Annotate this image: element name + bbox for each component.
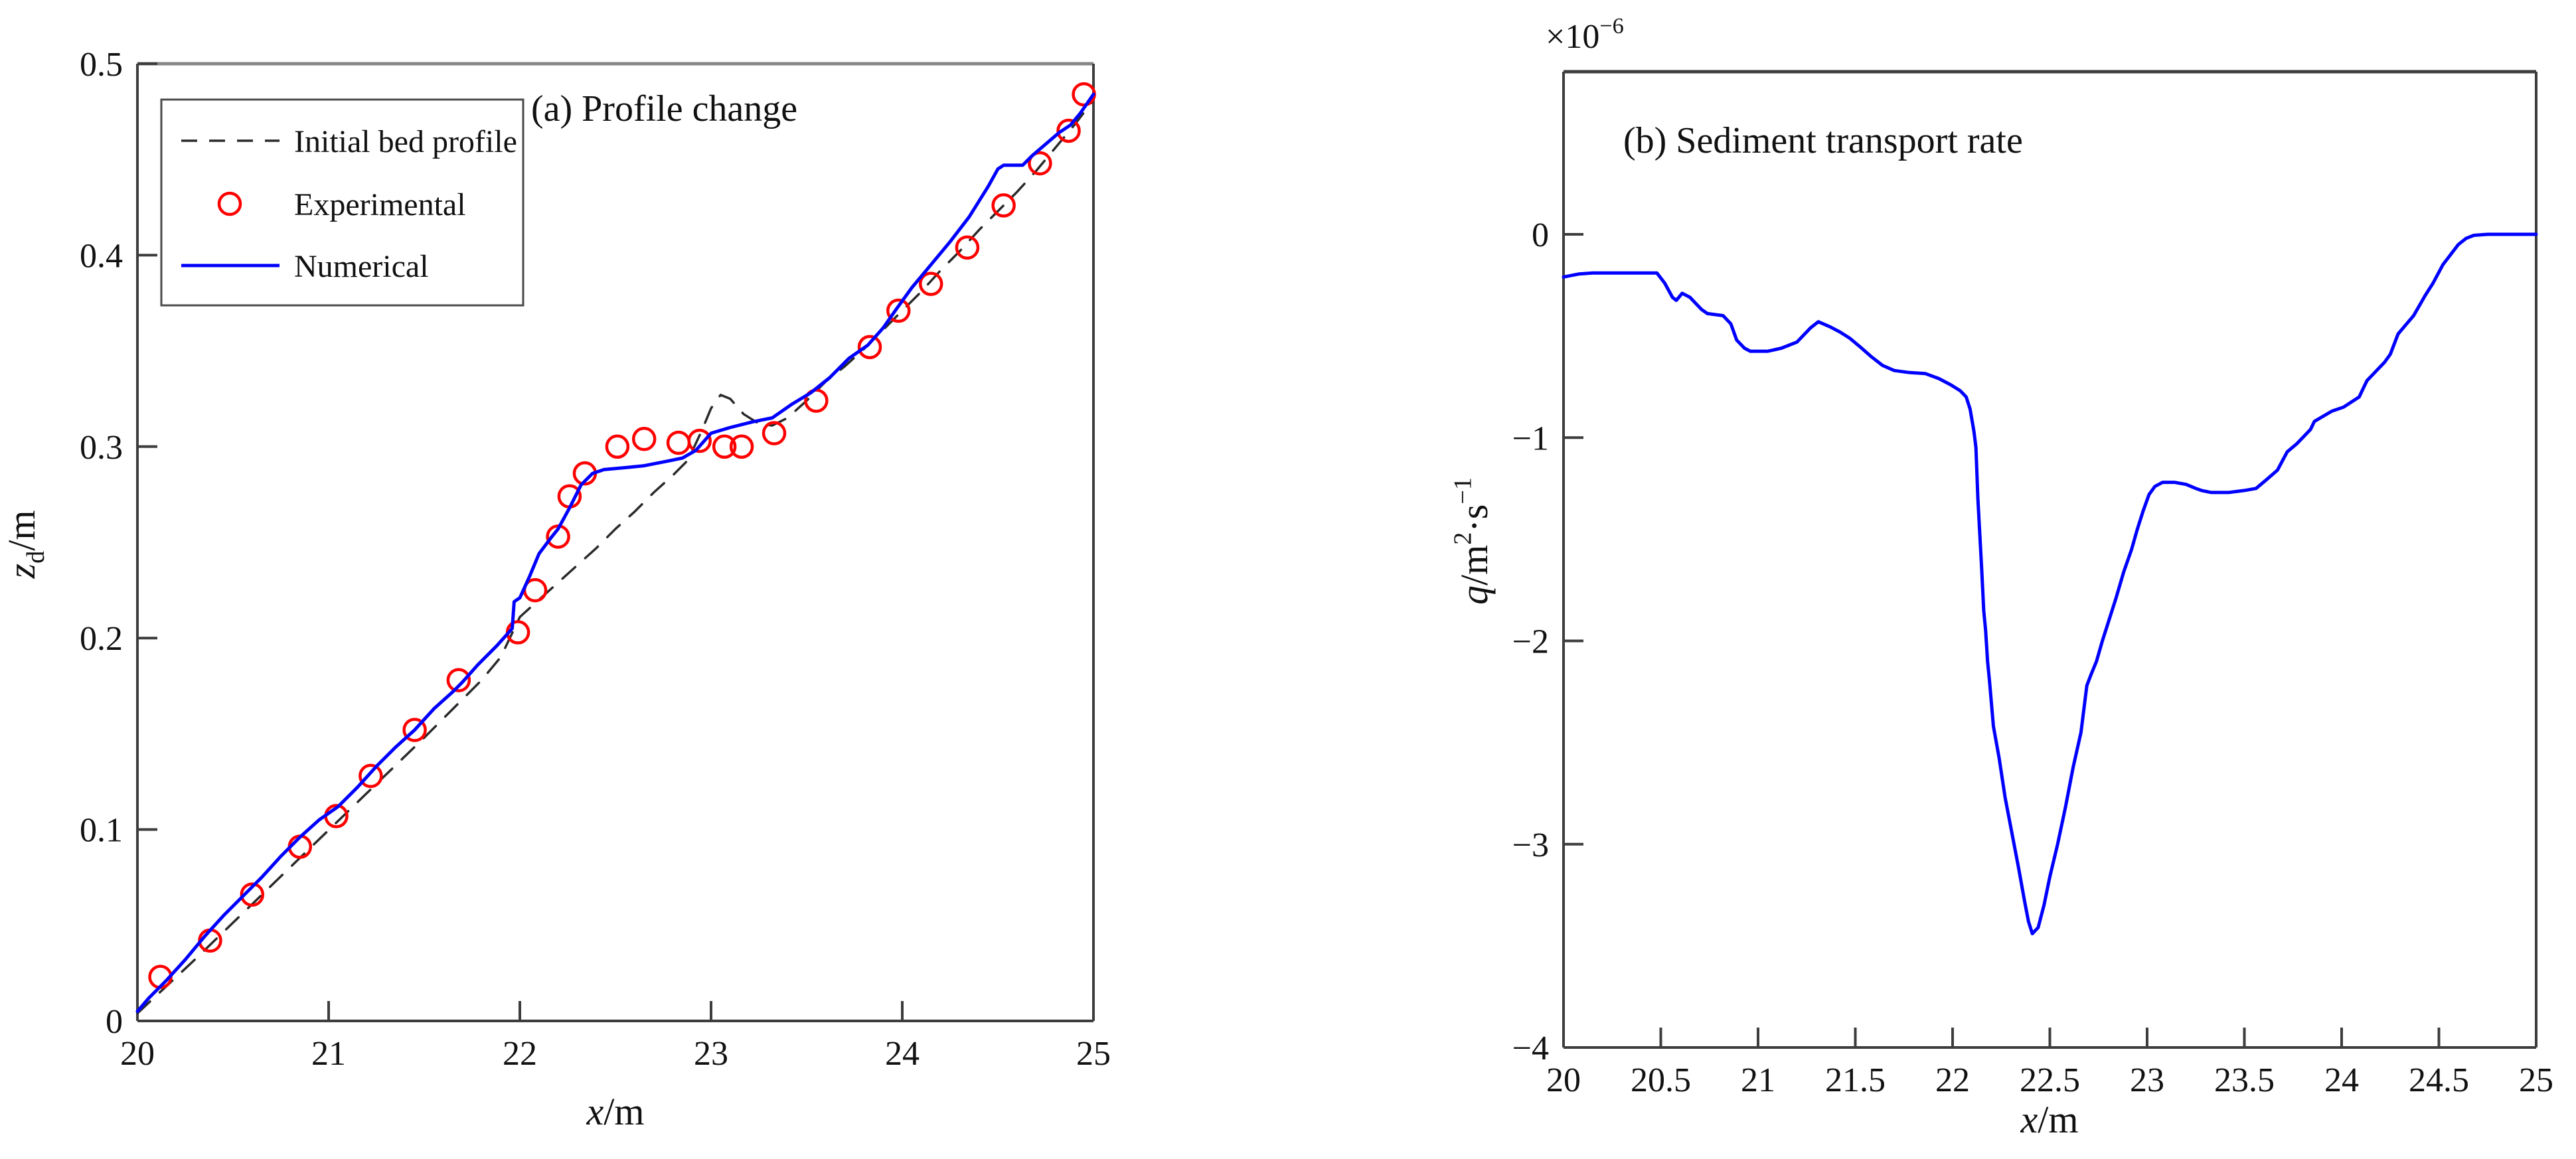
series-experimental-marker xyxy=(666,430,691,455)
y-tick-label: 0.2 xyxy=(80,620,123,658)
x-tick-label: 20.5 xyxy=(1631,1061,1691,1099)
x-tick-label: 24 xyxy=(2324,1061,2359,1099)
series-experimental-marker xyxy=(631,427,657,451)
series-experimental-marker xyxy=(729,434,754,459)
series-experimental-marker xyxy=(955,235,980,260)
chart-b-plot-area: 20 20.5 21 21.5 22 22.5 23 23.5 24 24.5 25 0 −1 −2 −3 −… xyxy=(1512,70,2553,1099)
x-tick-label: 20 xyxy=(1546,1061,1581,1099)
x-tick-label: 24.5 xyxy=(2409,1061,2469,1099)
chart-a-figure: 20 21 22 23 24 25 0 0.1 0.2 0.3 0.4 0.5 Initial bed … xyxy=(0,46,1111,1133)
legend-marker-circle xyxy=(217,191,242,216)
x-tick-label: 22 xyxy=(503,1035,537,1073)
chart-a-title: (a) Profile change xyxy=(531,88,797,129)
chart-b-title: (b) Sediment transport rate xyxy=(1623,120,2023,161)
chart-b-x-axis-label: x/m xyxy=(2020,1098,2079,1141)
x-tick-label: 21 xyxy=(311,1035,346,1073)
y-tick-label: −4 xyxy=(1512,1030,1549,1067)
chart-b-y-axis-label: q/m2·s−1 xyxy=(1449,477,1496,605)
legend-box xyxy=(160,98,524,307)
x-tick-label: 21.5 xyxy=(1825,1061,1886,1099)
x-tick-label: 22 xyxy=(1935,1061,1970,1099)
y-tick-label: 0.5 xyxy=(80,46,123,84)
series-experimental-marker xyxy=(687,428,712,453)
chart-a-plot-area: 20 21 22 23 24 25 0 0.1 0.2 0.3 0.4 0.5 Initial bed … xyxy=(80,46,1111,1073)
series-experimental-marker xyxy=(240,882,265,907)
series-sediment-transport-rate-line xyxy=(1562,232,2538,935)
series-experimental-marker xyxy=(712,434,737,459)
series-initial-bed-profile-line xyxy=(136,99,1095,1015)
x-tick-label: 25 xyxy=(1076,1035,1111,1073)
series-experimental-marker xyxy=(991,193,1016,218)
y-tick-label: −1 xyxy=(1512,420,1549,457)
series-experimental-marker xyxy=(402,718,427,742)
y-tick-label: 0.3 xyxy=(80,429,123,467)
x-tick-label: 22.5 xyxy=(2020,1061,2080,1099)
x-tick-label: 20 xyxy=(120,1035,155,1073)
x-tick-label: 23 xyxy=(694,1035,728,1073)
chart-a-y-axis-label: zd/m xyxy=(0,510,50,580)
x-tick-label: 25 xyxy=(2519,1061,2553,1099)
series-experimental-marker xyxy=(605,434,630,459)
chart-b-figure: 20 20.5 21 21.5 22 22.5 23 23.5 24 24.5 25 0 −1 −2 −3 −… xyxy=(1449,13,2553,1141)
legend-label: Experimental xyxy=(294,187,466,222)
series-experimental-marker xyxy=(359,763,383,789)
chart-b-axis-multiplier: ×10−6 xyxy=(1546,13,1624,56)
series-experimental-marker xyxy=(762,421,787,445)
series-numerical-line xyxy=(135,92,1095,1014)
legend-label: Initial bed profile xyxy=(294,124,517,159)
y-tick-label: 0.1 xyxy=(80,812,123,850)
y-tick-label: 0 xyxy=(1532,216,1549,254)
x-tick-label: 23 xyxy=(2130,1061,2164,1099)
series-experimental-marker xyxy=(446,668,471,692)
series-experimental-marker xyxy=(1072,82,1096,107)
series-experimental-marker xyxy=(857,335,882,360)
legend-label: Numerical xyxy=(294,249,429,284)
series-experimental-marker xyxy=(1056,118,1081,143)
y-tick-label: 0.4 xyxy=(80,237,123,275)
x-tick-label: 21 xyxy=(1741,1061,1775,1099)
x-tick-label: 23.5 xyxy=(2214,1061,2275,1099)
series-experimental-marker xyxy=(1028,151,1052,176)
y-tick-label: −2 xyxy=(1512,623,1549,661)
series-experimental-marker xyxy=(886,298,911,323)
series-experimental-marker xyxy=(918,271,943,296)
y-tick-label: 0 xyxy=(106,1003,123,1041)
chart-a-x-axis-label: x/m xyxy=(586,1090,645,1133)
y-tick-label: −3 xyxy=(1512,826,1549,864)
x-tick-label: 24 xyxy=(885,1035,920,1073)
